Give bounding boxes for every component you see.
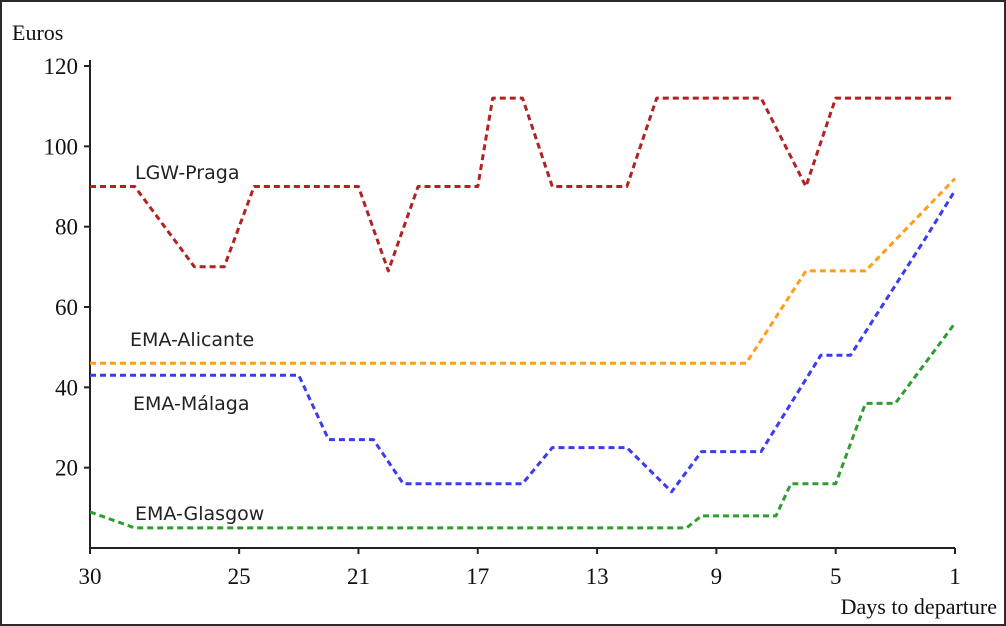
x-tick-label: 17 xyxy=(466,564,489,589)
series-line-lgw-praga xyxy=(90,96,955,273)
x-tick-label: 13 xyxy=(586,564,609,589)
series-label-ema-malaga: EMA-Málaga xyxy=(133,393,250,415)
series-line-ema-glasgow xyxy=(89,322,957,530)
y-tick-label: 120 xyxy=(44,54,79,79)
series-label-lgw-praga: LGW-Praga xyxy=(135,162,239,184)
y-tick-label: 100 xyxy=(44,134,79,159)
x-tick-label: 5 xyxy=(830,564,842,589)
series-group xyxy=(89,96,957,530)
x-axis-title: Days to departure xyxy=(841,594,997,619)
y-tick-label: 60 xyxy=(55,295,78,320)
x-tick-label: 1 xyxy=(949,564,961,589)
series-line-ema-malaga xyxy=(90,189,957,494)
x-tick-label: 9 xyxy=(711,564,723,589)
series-label-ema-alicante: EMA-Alicante xyxy=(130,329,254,351)
series-label-ema-glasgow: EMA-Glasgow xyxy=(135,503,264,525)
x-tick-label: 25 xyxy=(228,564,251,589)
y-axis-title: Euros xyxy=(12,20,63,45)
y-tick-label: 80 xyxy=(55,215,78,240)
y-tick-label: 40 xyxy=(55,375,78,400)
labels-group: Euros Days to departure LGW-Praga EMA-Al… xyxy=(12,20,997,619)
x-tick-label: 30 xyxy=(79,564,102,589)
y-tick-label: 20 xyxy=(55,456,78,481)
axes: 20 40 60 80 100 120 30 25 21 17 13 9 5 1 xyxy=(44,54,961,589)
x-tick-label: 21 xyxy=(347,564,370,589)
